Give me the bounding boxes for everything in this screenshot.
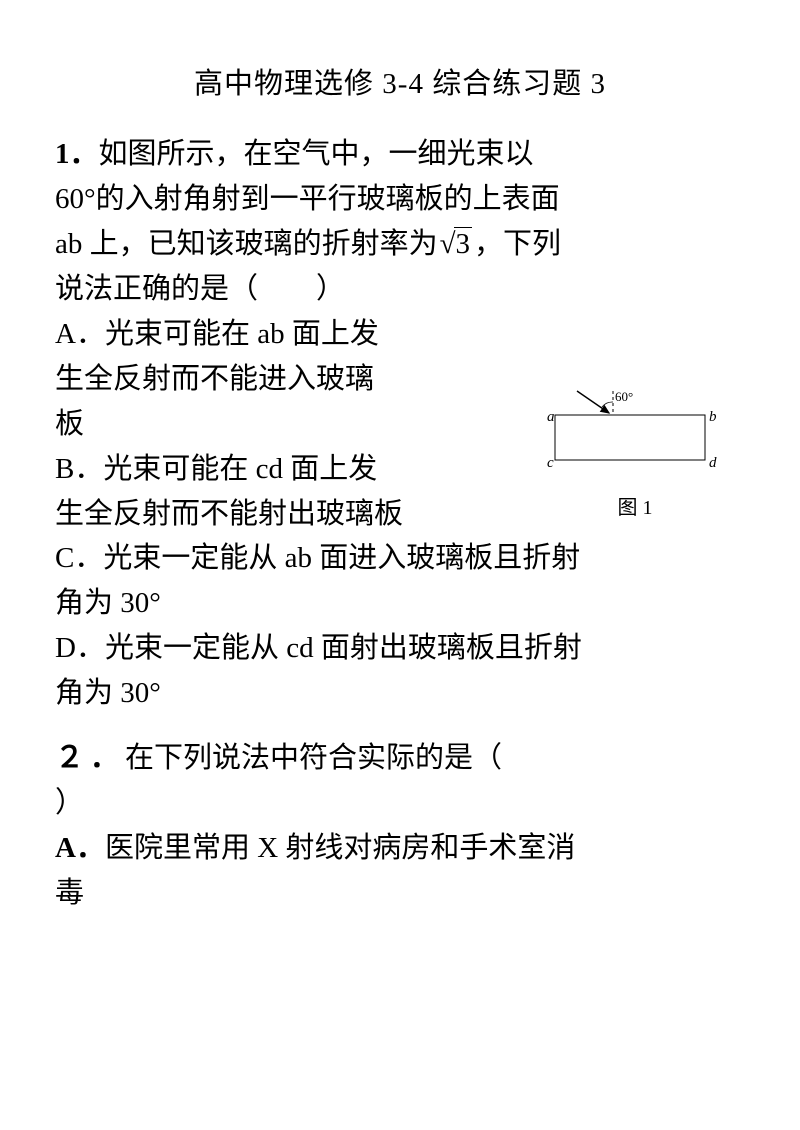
q2-line2: ） bbox=[55, 781, 745, 826]
sqrt-symbol: √3 bbox=[438, 222, 474, 267]
q2-text1: 在下列说法中符合实际的是（ bbox=[125, 742, 502, 774]
sqrt-radicand: 3 bbox=[454, 227, 473, 260]
q2-optA: A．医院里常用 X 射线对病房和手术室消 bbox=[55, 826, 745, 871]
incident-ray bbox=[577, 391, 609, 413]
label-c: c bbox=[547, 455, 554, 471]
q1-optC-2: 角为 30° bbox=[55, 581, 745, 626]
q1-number: 1． bbox=[55, 138, 99, 170]
q2-optA-label: A． bbox=[55, 832, 105, 864]
content: 1．如图所示，在空气中，一细光束以 60°的入射角射到一平行玻璃板的上表面 ab… bbox=[55, 132, 745, 916]
q1-optC-1: C．光束一定能从 ab 面进入玻璃板且折射 bbox=[55, 536, 745, 581]
label-d: d bbox=[709, 455, 717, 471]
q1-text3a: ab 上，已知该玻璃的折射率为 bbox=[55, 228, 438, 260]
q2-optA-cont: 毒 bbox=[55, 871, 745, 916]
page-title: 高中物理选修 3-4 综合练习题 3 bbox=[55, 60, 745, 102]
q1-line3: ab 上，已知该玻璃的折射率为√3，下列 bbox=[55, 222, 745, 267]
q1-optD-2: 角为 30° bbox=[55, 671, 745, 716]
q2-line1: ２．在下列说法中符合实际的是（ bbox=[55, 736, 745, 781]
angle-arc bbox=[602, 402, 613, 407]
q1-optA-1: A．光束可能在 ab 面上发 bbox=[55, 312, 745, 357]
q1-line2: 60°的入射角射到一平行玻璃板的上表面 bbox=[55, 177, 745, 222]
q1-line1: 1．如图所示，在空气中，一细光束以 bbox=[55, 132, 745, 177]
angle-label: 60° bbox=[615, 389, 633, 404]
diagram-svg: 60° a b c d bbox=[545, 385, 725, 480]
figure-caption: 图 1 bbox=[545, 491, 725, 520]
q2-optA-text: 医院里常用 X 射线对病房和手术室消 bbox=[105, 832, 575, 864]
q1-line4: 说法正确的是（ ） bbox=[55, 267, 745, 312]
label-a: a bbox=[547, 409, 555, 425]
q1-text3b: ，下列 bbox=[474, 228, 561, 260]
figure-1: 60° a b c d 图 1 bbox=[545, 385, 725, 520]
q1-optD-1: D．光束一定能从 cd 面射出玻璃板且折射 bbox=[55, 626, 745, 671]
label-b: b bbox=[709, 409, 717, 425]
spacer bbox=[55, 716, 745, 736]
q2-number: ２． bbox=[55, 742, 125, 774]
q1-text1: 如图所示，在空气中，一细光束以 bbox=[99, 138, 534, 170]
glass-rect bbox=[555, 415, 705, 460]
